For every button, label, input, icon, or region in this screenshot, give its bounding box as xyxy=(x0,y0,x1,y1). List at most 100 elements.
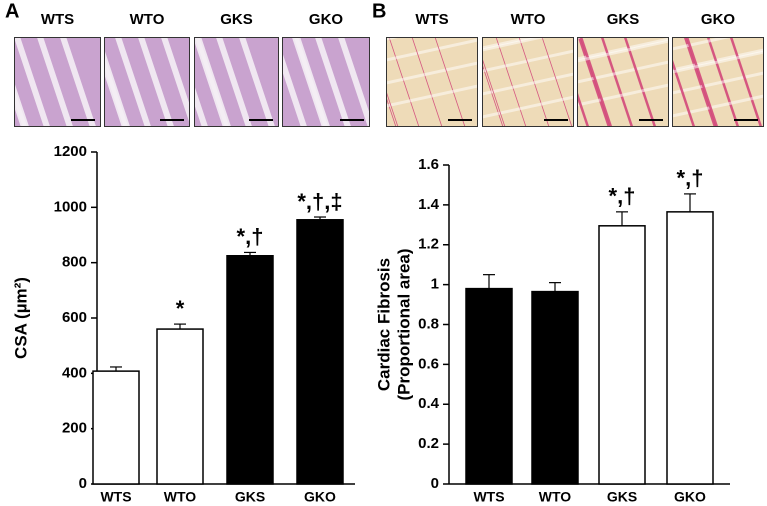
x-tick-label: GKO xyxy=(674,489,706,505)
tissue-streak xyxy=(315,37,351,127)
panel-label: A xyxy=(5,0,19,22)
tissue-streak xyxy=(482,72,574,96)
micrograph xyxy=(194,37,279,127)
y-tick-label: 1000 xyxy=(54,198,87,215)
tissue-streak xyxy=(386,84,478,108)
panel-label: B xyxy=(372,0,386,22)
micrograph xyxy=(672,37,764,127)
tissue-streak xyxy=(282,51,307,127)
tissue-streak xyxy=(672,48,764,72)
bar xyxy=(598,225,646,485)
y-tick-label: 800 xyxy=(62,254,87,271)
significance-label: *,† xyxy=(677,166,704,191)
micrograph xyxy=(386,37,478,127)
y-tick-label: 0.2 xyxy=(418,435,439,452)
tissue-streak xyxy=(482,56,506,127)
x-tick-label: WTO xyxy=(539,489,572,505)
micrograph xyxy=(282,37,370,127)
tissue-streak xyxy=(672,71,764,95)
tissue-streak xyxy=(672,57,696,127)
y-tick-label: 0.6 xyxy=(418,355,439,372)
x-tick-label: WTO xyxy=(164,489,197,505)
tissue-streak xyxy=(216,37,252,127)
significance-label: *,† xyxy=(237,224,264,249)
tissue-streak xyxy=(386,61,478,85)
x-tick-label: GKS xyxy=(235,489,265,505)
tissue-streak xyxy=(37,37,73,127)
tissue-streak xyxy=(577,83,669,107)
tissue-streak xyxy=(672,37,735,51)
y-axis-label: Cardiac Fibrosis xyxy=(374,258,393,391)
image-label: GKO xyxy=(309,11,344,28)
tissue-streak xyxy=(685,37,719,127)
bar xyxy=(226,255,274,485)
tissue-streak xyxy=(672,94,764,118)
micrograph xyxy=(577,37,669,127)
tissue-streak xyxy=(195,37,231,127)
bar xyxy=(92,370,140,485)
tissue-streak xyxy=(623,37,657,127)
tissue-streak xyxy=(411,37,443,127)
x-tick-label: WTS xyxy=(100,489,131,505)
y-tick-label: 1.4 xyxy=(418,196,440,213)
tissue-streak xyxy=(14,81,29,127)
y-tick-label: 0.8 xyxy=(418,315,439,332)
tissue-streak xyxy=(577,90,590,127)
image-label: WTS xyxy=(41,11,74,28)
micrograph-border xyxy=(482,37,574,127)
bar xyxy=(666,211,714,485)
tissue-streak xyxy=(104,48,130,127)
tissue-streak xyxy=(683,37,717,127)
tissue-streak xyxy=(600,37,634,127)
y-tick-label: 400 xyxy=(62,364,87,381)
bar xyxy=(465,287,513,485)
tissue-streak xyxy=(541,37,573,127)
image-label: WTS xyxy=(415,11,448,28)
y-tick-label: 0 xyxy=(79,475,87,492)
micrograph-border xyxy=(104,37,190,127)
significance-label: *,†,‡ xyxy=(297,189,342,214)
tissue-streak xyxy=(386,95,397,127)
y-tick-label: 200 xyxy=(62,420,87,437)
image-label: GKO xyxy=(701,11,736,28)
tissue-streak xyxy=(294,37,330,127)
micrograph xyxy=(14,37,101,127)
tissue-streak xyxy=(729,37,763,127)
tissue-streak xyxy=(579,37,613,127)
tissue-streak xyxy=(495,37,527,127)
x-tick-label: WTS xyxy=(473,489,504,505)
tissue-streak xyxy=(388,37,420,127)
tissue-streak xyxy=(386,38,478,62)
image-label: WTO xyxy=(511,11,546,28)
y-tick-label: 600 xyxy=(62,309,87,326)
tissue-streak xyxy=(577,37,611,127)
micrograph-bg xyxy=(386,37,478,127)
bar xyxy=(296,219,344,485)
micrograph xyxy=(482,37,574,127)
tissue-streak xyxy=(338,37,370,127)
image-label: GKS xyxy=(607,11,640,28)
tissue-streak xyxy=(577,37,669,61)
tissue-streak xyxy=(482,49,574,73)
micrograph xyxy=(104,37,190,127)
y-tick-label: 0.4 xyxy=(418,395,440,412)
y-tick-label: 1200 xyxy=(54,143,87,160)
tissue-streak xyxy=(577,39,669,63)
micrograph-border xyxy=(672,37,764,127)
micrograph-border xyxy=(14,37,101,127)
tissue-streak xyxy=(115,37,151,127)
image-label: GKS xyxy=(220,11,253,28)
y-tick-label: 1 xyxy=(431,276,439,293)
tissue-streak xyxy=(60,37,96,127)
significance-label: * xyxy=(176,296,185,321)
micrograph-border xyxy=(282,37,370,127)
tissue-streak xyxy=(138,37,174,127)
bar xyxy=(156,328,204,485)
micrograph-border xyxy=(386,37,478,127)
x-tick-label: GKO xyxy=(304,489,336,505)
tissue-streak xyxy=(239,37,275,127)
image-label: WTO xyxy=(130,11,165,28)
tissue-streak xyxy=(434,37,466,127)
bar xyxy=(531,290,579,485)
tissue-streak xyxy=(386,89,399,127)
